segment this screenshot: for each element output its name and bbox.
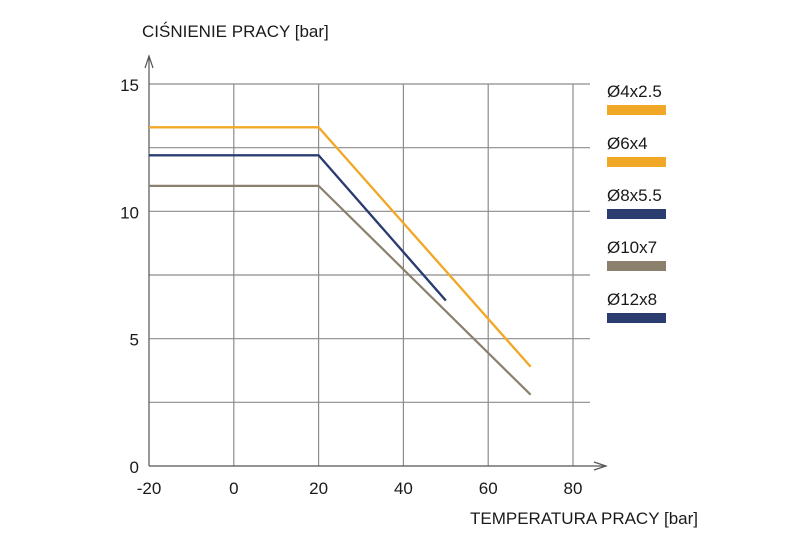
legend-label: Ø10x7	[607, 238, 657, 257]
x-tick-label: -20	[137, 479, 162, 498]
legend-label: Ø6x4	[607, 134, 648, 153]
x-tick-label: 40	[394, 479, 413, 498]
y-axis-arrow	[144, 54, 154, 69]
legend-label: Ø12x8	[607, 290, 657, 309]
series-line	[149, 154, 447, 302]
x-axis-arrow	[593, 461, 608, 471]
legend-swatch	[607, 157, 666, 167]
x-tick-label: 80	[564, 479, 583, 498]
y-tick-label: 10	[120, 203, 139, 222]
tick-labels: -20 0 20 40 60 80 0 5 10 15	[120, 76, 582, 498]
x-tick-label: 20	[309, 479, 328, 498]
x-axis-title: TEMPERATURA PRACY [bar]	[470, 509, 698, 528]
y-tick-label: 0	[130, 458, 139, 477]
legend-label: Ø8x5.5	[607, 186, 662, 205]
series-line	[149, 126, 532, 368]
x-tick-label: 0	[229, 479, 238, 498]
legend-swatch	[607, 209, 666, 219]
series-lines	[149, 126, 532, 396]
series-line	[149, 154, 447, 302]
legend-label: Ø4x2.5	[607, 82, 662, 101]
legend-swatch	[607, 313, 666, 323]
x-tick-label: 60	[479, 479, 498, 498]
y-tick-label: 15	[120, 76, 139, 95]
legend: Ø4x2.5 Ø6x4 Ø8x5.5 Ø10x7 Ø12x8	[607, 82, 666, 323]
axes	[144, 54, 608, 471]
legend-swatch	[607, 105, 666, 115]
grid	[149, 83, 590, 466]
series-line	[149, 184, 532, 396]
y-axis-title: CIŚNIENIE PRACY [bar]	[142, 22, 329, 41]
series-line	[149, 126, 532, 368]
legend-swatch	[607, 261, 666, 271]
y-tick-label: 5	[130, 331, 139, 350]
